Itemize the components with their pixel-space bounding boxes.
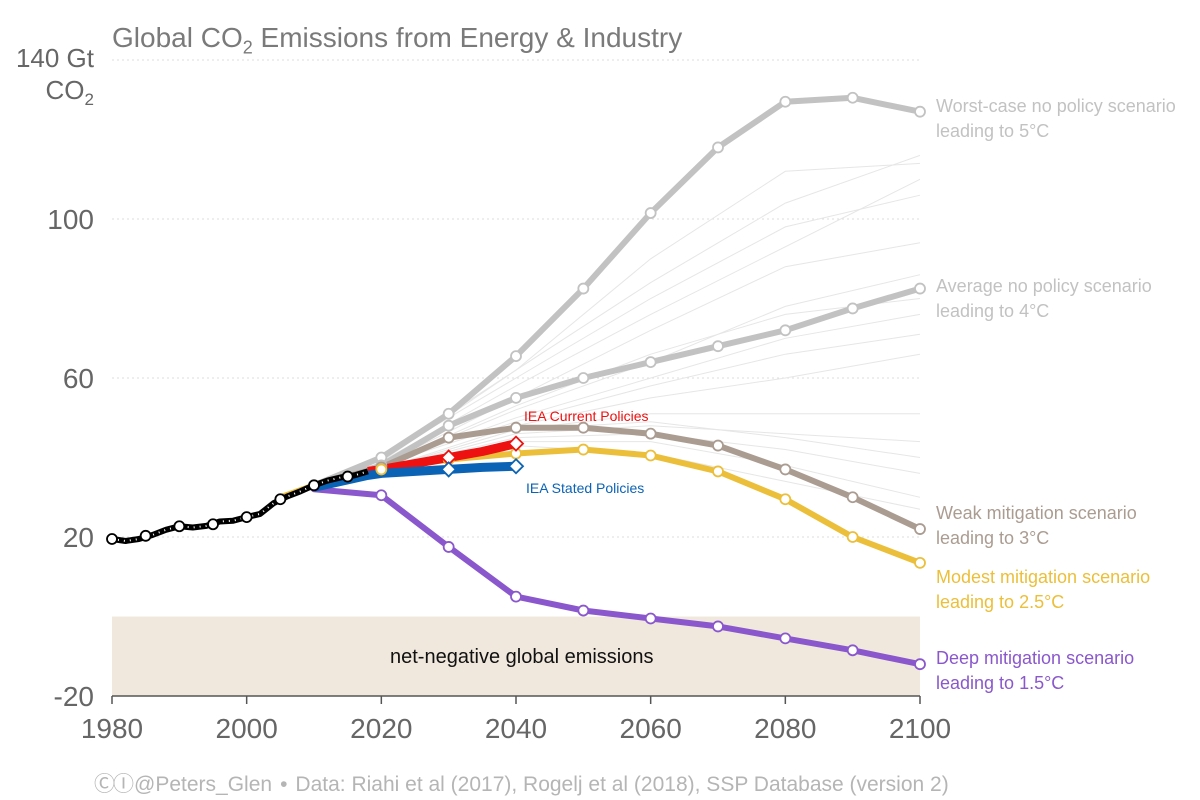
deep-point xyxy=(510,590,522,603)
average-point xyxy=(644,356,657,369)
weak-point xyxy=(914,523,926,535)
modest-point xyxy=(779,493,792,506)
background-scenario-line xyxy=(381,421,921,470)
deep-point xyxy=(712,620,724,633)
worst-scenario-line xyxy=(311,94,923,489)
x-tick-label: 2100 xyxy=(889,713,951,744)
average-point xyxy=(510,391,522,404)
historical-point xyxy=(341,470,354,483)
historical-point xyxy=(139,529,152,542)
deep-point xyxy=(914,658,926,671)
modest-point xyxy=(712,465,724,478)
worst-point xyxy=(779,95,792,108)
weak-point xyxy=(442,431,455,444)
background-scenario-line xyxy=(381,298,921,466)
net-negative-band xyxy=(112,616,920,696)
worst-scenario-label: Worst-case no policy scenario xyxy=(936,96,1176,116)
footer-credit: ⒸⒾ@Peters_Glen • Data: Riahi et al (2017),… xyxy=(94,773,949,796)
worst-scenario-sublabel: leading to 5°C xyxy=(936,121,1049,141)
average-point xyxy=(442,419,455,432)
historical-point xyxy=(274,493,287,506)
worst-point xyxy=(442,407,455,420)
historical-emissions-line xyxy=(111,468,369,544)
worst-point xyxy=(644,207,657,219)
background-scenario-line xyxy=(381,194,921,458)
creative-commons-icon: ⒸⒾ xyxy=(94,773,134,796)
x-tick-label: 2020 xyxy=(350,713,412,744)
weak-scenario-label: Weak mitigation scenario xyxy=(936,503,1137,523)
historical-point xyxy=(173,520,186,533)
deep-point xyxy=(577,604,590,617)
average-scenario-label: Average no policy scenario xyxy=(936,276,1152,296)
deep-scenario-sublabel: leading to 1.5°C xyxy=(936,673,1064,693)
historical-point xyxy=(207,518,219,531)
background-scenario-line xyxy=(381,353,921,470)
x-tick-label: 2060 xyxy=(620,713,682,744)
average-point xyxy=(577,372,590,384)
weak-scenario-line xyxy=(311,424,923,532)
average-point xyxy=(846,302,859,315)
weak-point xyxy=(510,421,522,434)
weak-point xyxy=(712,439,724,452)
average-point xyxy=(712,340,724,353)
iea_stated-line xyxy=(313,461,517,492)
modest-scenario-label: Modest mitigation scenario xyxy=(936,567,1150,587)
deep-point xyxy=(644,612,657,625)
x-tick-label: 2080 xyxy=(754,713,816,744)
y-tick-label: 20 xyxy=(63,522,94,553)
worst-point xyxy=(510,350,522,363)
modest-point xyxy=(914,556,926,569)
modest-point xyxy=(375,463,388,476)
chart-title: Global CO2 Emissions from Energy & Indus… xyxy=(112,22,683,58)
y-tick-label: 100 xyxy=(47,204,94,235)
iea_stated-point xyxy=(507,457,525,475)
x-tick-label: 2000 xyxy=(216,713,278,744)
iea_current-label: IEA Current Policies xyxy=(524,408,649,424)
modest-point xyxy=(577,443,590,456)
x-tick-label: 2040 xyxy=(485,713,547,744)
iea_stated-label: IEA Stated Policies xyxy=(526,480,644,496)
deep-scenario-line xyxy=(311,486,923,668)
average-scenario-sublabel: leading to 4°C xyxy=(936,301,1049,321)
iea_current-point xyxy=(507,435,525,452)
worst-point xyxy=(846,91,859,104)
y-axis-unit-label: 140 Gt CO2 xyxy=(15,43,94,110)
background-scenario-line xyxy=(381,162,921,458)
background-scenario-line xyxy=(381,178,921,462)
historical-point xyxy=(308,479,320,492)
modest-scenario-sublabel: leading to 2.5°C xyxy=(936,592,1064,612)
modest-point xyxy=(644,449,657,462)
x-tick-label: 1980 xyxy=(81,713,143,744)
background-scenario-line xyxy=(381,242,921,466)
deep-scenario-label: Deep mitigation scenario xyxy=(936,648,1134,668)
iea_stated-point xyxy=(440,461,457,478)
y-tick-label: -20 xyxy=(54,681,94,712)
worst-point xyxy=(712,141,724,154)
weak-point xyxy=(577,421,590,434)
deep-point xyxy=(846,644,859,657)
average-scenario-line xyxy=(311,285,923,489)
net-negative-band-label: net-negative global emissions xyxy=(390,646,654,668)
weak-point xyxy=(846,491,859,504)
deep-point xyxy=(442,541,455,553)
background-scenario-line xyxy=(381,154,921,462)
deep-point xyxy=(375,489,388,502)
modest-point xyxy=(846,531,859,543)
historical-point xyxy=(106,533,118,545)
deep-point xyxy=(779,632,792,645)
y-tick-label: 60 xyxy=(63,363,94,394)
historical-point xyxy=(240,511,253,524)
worst-point xyxy=(914,105,926,118)
weak-scenario-sublabel: leading to 3°C xyxy=(936,528,1049,548)
background-scenario-line xyxy=(381,425,921,470)
worst-point xyxy=(577,282,590,295)
average-point xyxy=(779,324,792,337)
weak-point xyxy=(644,427,657,440)
weak-point xyxy=(779,463,792,476)
average-point xyxy=(914,282,926,295)
